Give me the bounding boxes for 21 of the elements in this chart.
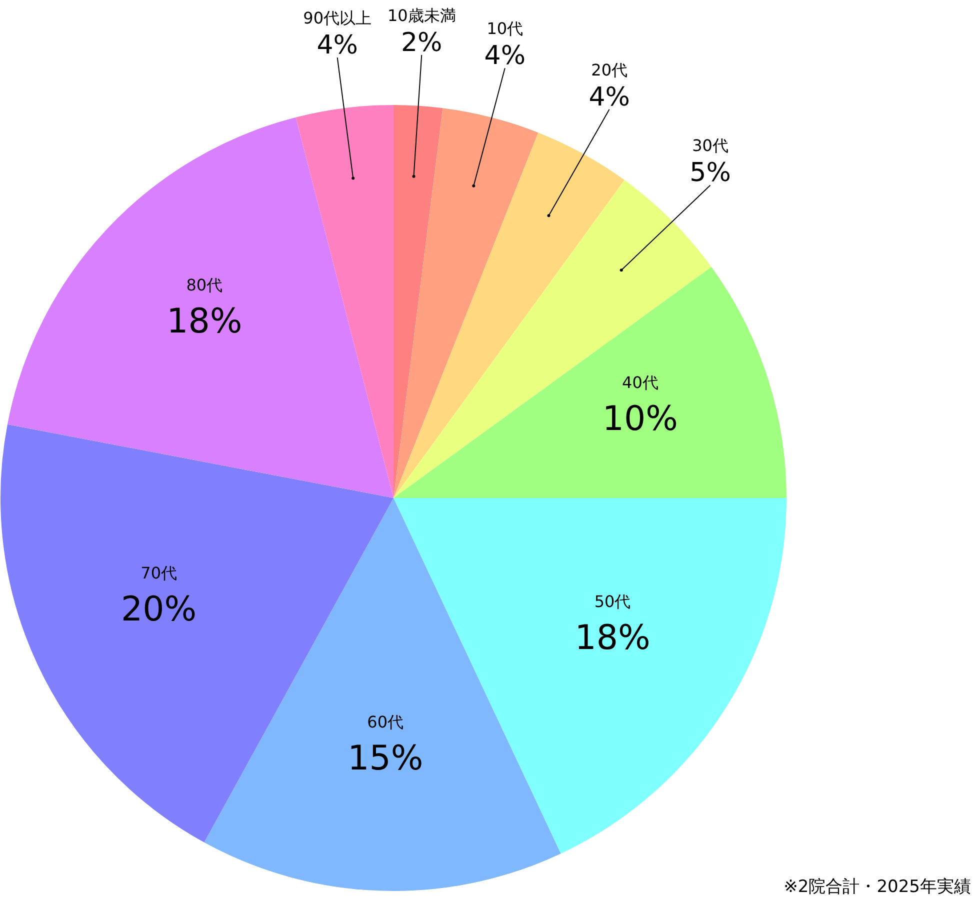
slice-label: 70代	[140, 563, 177, 582]
slice-label: 50代	[594, 592, 631, 611]
slice-label: 30代	[692, 136, 728, 156]
slice-label: 90代以上	[303, 8, 372, 28]
text: ※2院合計・2025年実績	[784, 876, 971, 898]
slice-label: 60代	[367, 712, 404, 732]
data-label: 5%	[690, 158, 731, 188]
data-label: 18%	[574, 618, 650, 658]
slice-label: 80代	[186, 275, 223, 294]
slice-label: 20代	[591, 60, 628, 80]
data-label: 4%	[484, 41, 526, 72]
slice-label: 40代	[622, 372, 658, 392]
data-label: 2%	[401, 28, 442, 58]
data-label: 4%	[588, 82, 630, 112]
slice-label: 10歳未満	[387, 6, 456, 25]
data-label: 20%	[121, 589, 197, 630]
data-label: 4%	[316, 30, 358, 61]
data-label: 15%	[348, 738, 424, 778]
data-label: 18%	[166, 301, 242, 342]
slice-label: 10代	[486, 19, 524, 38]
data-label: 10%	[602, 398, 678, 439]
